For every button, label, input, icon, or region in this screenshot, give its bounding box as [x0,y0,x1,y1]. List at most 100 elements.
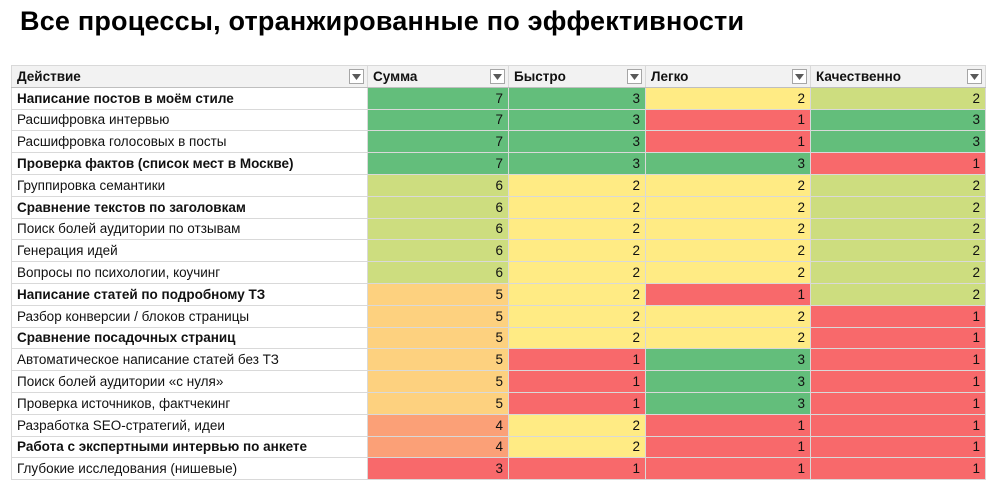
action-cell[interactable]: Написание постов в моём стиле [11,86,368,110]
easy-cell[interactable]: 1 [645,130,811,154]
sum-cell[interactable]: 4 [367,413,509,437]
sum-cell[interactable]: 7 [367,152,509,175]
sum-cell[interactable]: 6 [367,173,509,197]
easy-cell[interactable]: 2 [645,173,811,197]
sum-cell[interactable]: 5 [367,348,509,372]
fast-cell[interactable]: 2 [508,239,646,263]
easy-cell[interactable]: 3 [645,152,811,175]
quality-cell[interactable]: 2 [810,173,986,197]
quality-cell[interactable]: 1 [810,326,986,350]
quality-cell[interactable]: 1 [810,348,986,372]
action-cell[interactable]: Группировка семантики [11,173,368,197]
action-cell[interactable]: Написание статей по подробному ТЗ [11,282,368,306]
fast-cell[interactable]: 2 [508,326,646,350]
sum-cell[interactable]: 5 [367,370,509,393]
filter-dropdown-icon[interactable] [792,69,807,84]
sum-cell[interactable]: 7 [367,86,509,110]
easy-cell[interactable]: 1 [645,282,811,306]
sum-cell[interactable]: 6 [367,217,509,241]
quality-cell[interactable]: 1 [810,413,986,437]
quality-cell[interactable]: 1 [810,435,986,459]
fast-cell[interactable]: 2 [508,282,646,306]
fast-cell[interactable]: 3 [508,130,646,154]
quality-cell[interactable]: 2 [810,217,986,241]
easy-cell[interactable]: 3 [645,348,811,372]
action-cell[interactable]: Поиск болей аудитории «с нуля» [11,370,368,393]
quality-cell[interactable]: 1 [810,304,986,328]
filter-dropdown-icon[interactable] [967,69,982,84]
action-cell[interactable]: Поиск болей аудитории по отзывам [11,217,368,241]
fast-cell[interactable]: 2 [508,261,646,284]
quality-cell[interactable]: 2 [810,261,986,284]
fast-cell[interactable]: 3 [508,152,646,175]
sum-cell[interactable]: 7 [367,130,509,154]
action-cell[interactable]: Проверка источников, фактчекинг [11,391,368,415]
sum-cell[interactable]: 6 [367,195,509,219]
fast-cell[interactable]: 1 [508,457,646,481]
sum-cell[interactable]: 7 [367,108,509,132]
quality-cell[interactable]: 1 [810,152,986,175]
easy-cell[interactable]: 2 [645,326,811,350]
action-cell[interactable]: Работа с экспертными интервью по анкете [11,435,368,459]
action-cell[interactable]: Проверка фактов (список мест в Москве) [11,152,368,175]
fast-cell[interactable]: 2 [508,304,646,328]
sum-cell[interactable]: 4 [367,435,509,459]
easy-cell[interactable]: 2 [645,304,811,328]
fast-cell[interactable]: 3 [508,108,646,132]
fast-cell[interactable]: 2 [508,173,646,197]
action-cell[interactable]: Сравнение текстов по заголовкам [11,195,368,219]
filter-dropdown-icon[interactable] [490,69,505,84]
easy-cell[interactable]: 2 [645,86,811,110]
action-cell[interactable]: Разработка SEO-стратегий, идеи [11,413,368,437]
easy-cell[interactable]: 2 [645,239,811,263]
quality-cell[interactable]: 2 [810,86,986,110]
fast-cell[interactable]: 2 [508,217,646,241]
quality-cell[interactable]: 1 [810,457,986,481]
quality-cell[interactable]: 1 [810,370,986,393]
action-cell[interactable]: Генерация идей [11,239,368,263]
action-cell[interactable]: Вопросы по психологии, коучинг [11,261,368,284]
column-header-sum[interactable]: Сумма [367,65,509,88]
easy-cell[interactable]: 1 [645,435,811,459]
column-header-easy[interactable]: Легко [645,65,811,88]
quality-cell[interactable]: 1 [810,391,986,415]
sum-cell[interactable]: 5 [367,282,509,306]
sum-cell[interactable]: 5 [367,326,509,350]
fast-cell[interactable]: 1 [508,348,646,372]
action-cell[interactable]: Глубокие исследования (нишевые) [11,457,368,481]
action-cell[interactable]: Расшифровка голосовых в посты [11,130,368,154]
filter-dropdown-icon[interactable] [627,69,642,84]
filter-dropdown-icon[interactable] [349,69,364,84]
sum-cell[interactable]: 6 [367,239,509,263]
action-cell[interactable]: Разбор конверсии / блоков страницы [11,304,368,328]
sum-cell[interactable]: 3 [367,457,509,481]
quality-cell[interactable]: 2 [810,195,986,219]
fast-cell[interactable]: 1 [508,391,646,415]
column-header-fast[interactable]: Быстро [508,65,646,88]
column-header-quality[interactable]: Качественно [810,65,986,88]
fast-cell[interactable]: 2 [508,195,646,219]
column-header-action[interactable]: Действие [11,65,368,88]
easy-cell[interactable]: 1 [645,457,811,481]
easy-cell[interactable]: 2 [645,217,811,241]
fast-cell[interactable]: 2 [508,435,646,459]
quality-cell[interactable]: 2 [810,239,986,263]
quality-cell[interactable]: 3 [810,130,986,154]
action-cell[interactable]: Сравнение посадочных страниц [11,326,368,350]
fast-cell[interactable]: 2 [508,413,646,437]
quality-cell[interactable]: 3 [810,108,986,132]
easy-cell[interactable]: 3 [645,391,811,415]
easy-cell[interactable]: 3 [645,370,811,393]
easy-cell[interactable]: 2 [645,195,811,219]
sum-cell[interactable]: 5 [367,304,509,328]
sum-cell[interactable]: 5 [367,391,509,415]
fast-cell[interactable]: 3 [508,86,646,110]
fast-cell[interactable]: 1 [508,370,646,393]
easy-cell[interactable]: 1 [645,108,811,132]
sum-cell[interactable]: 6 [367,261,509,284]
easy-cell[interactable]: 2 [645,261,811,284]
easy-cell[interactable]: 1 [645,413,811,437]
action-cell[interactable]: Расшифровка интервью [11,108,368,132]
quality-cell[interactable]: 2 [810,282,986,306]
action-cell[interactable]: Автоматическое написание статей без ТЗ [11,348,368,372]
